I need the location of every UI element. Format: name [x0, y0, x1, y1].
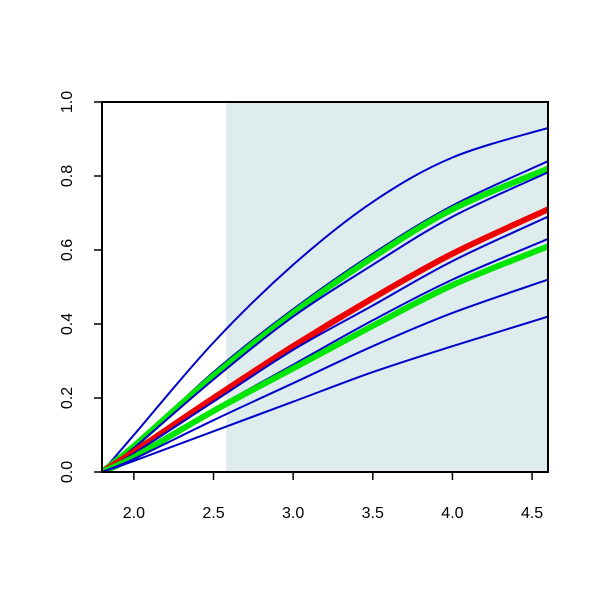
y-tick-label-1: 0.0 [59, 461, 76, 483]
plot-frame [101, 101, 549, 473]
series-line-10 [102, 315, 548, 472]
x-tick-label-3: 3.0 [282, 505, 304, 522]
series-line-1 [102, 126, 548, 472]
x-tick-label-1: 2.0 [123, 505, 145, 522]
x-tick-label-4: 3.5 [362, 505, 384, 522]
y-tick-label-5: 0.8 [59, 165, 76, 187]
series-line-5 [102, 206, 548, 472]
y-tick-label-6: 1.0 [59, 91, 76, 113]
x-tick-label-2: 2.5 [202, 505, 224, 522]
y-tick-label-2: 0.2 [59, 387, 76, 409]
y-tick-label-3: 0.4 [59, 313, 76, 335]
series-line-6 [102, 215, 548, 472]
series-line-3 [102, 165, 548, 472]
series-line-8 [102, 243, 548, 472]
x-tick-label-5: 4.0 [441, 505, 463, 522]
series-layer [102, 126, 548, 472]
axis-layer: 2.0 2.5 3.0 3.5 4.0 4.5 0.0 0.2 0.4 0.6 0.8 1.0 [59, 91, 549, 522]
series-line-9 [102, 278, 548, 472]
x-tick-label-6: 4.5 [521, 505, 543, 522]
y-tick-label-4: 0.6 [59, 239, 76, 261]
series-line-4 [102, 171, 548, 472]
